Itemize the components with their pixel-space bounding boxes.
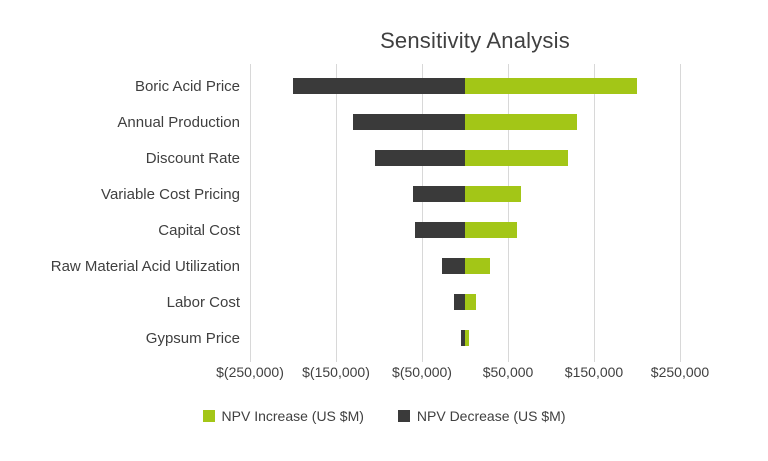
- npv-increase-bar: [465, 78, 637, 94]
- npv-increase-bar: [465, 222, 517, 238]
- npv-increase-bar: [465, 258, 490, 274]
- legend-label: NPV Decrease (US $M): [416, 408, 566, 424]
- axis-row: $(250,000) $(150,000) $(50,000) $50,000 $150…: [0, 364, 768, 382]
- gridline: [422, 64, 423, 362]
- title-row: Sensitivity Analysis: [0, 28, 768, 54]
- chart-title: Sensitivity Analysis: [380, 28, 570, 53]
- npv-decrease-bar: [441, 258, 465, 274]
- plot-area: [250, 64, 681, 362]
- category-label: Labor Cost: [166, 293, 240, 311]
- npv-decrease-bar: [353, 114, 465, 130]
- category-label: Boric Acid Price: [134, 77, 240, 95]
- category-label: Capital Cost: [158, 221, 240, 239]
- npv-decrease-bar: [374, 150, 465, 166]
- category-label: Variable Cost Pricing: [101, 185, 240, 203]
- npv-decrease-bar: [460, 330, 465, 346]
- x-tick-label: $(150,000): [302, 364, 370, 380]
- bar-row: [250, 212, 680, 248]
- chart-body: Boric Acid Price Annual Production Discoun…: [0, 64, 768, 362]
- npv-decrease-bar: [293, 78, 465, 94]
- x-tick-label: $(50,000): [392, 364, 452, 380]
- npv-increase-bar: [465, 186, 521, 202]
- npv-decrease-bar: [413, 186, 465, 202]
- gridline: [336, 64, 337, 362]
- npv-increase-bar: [465, 114, 577, 130]
- bar-row: [250, 320, 680, 356]
- x-axis: $(250,000) $(150,000) $(50,000) $50,000 $150…: [216, 364, 709, 382]
- legend-item: NPV Increase (US $M): [202, 408, 364, 424]
- bar-row: [250, 68, 680, 104]
- bar-row: [250, 104, 680, 140]
- gridline: [680, 64, 681, 362]
- gridline: [250, 64, 251, 362]
- npv-decrease-bar: [453, 294, 465, 310]
- legend-swatch-icon: [397, 410, 410, 422]
- npv-decrease-bar: [415, 222, 465, 238]
- bar-row: [250, 176, 680, 212]
- title-spacer: [0, 28, 260, 54]
- npv-increase-bar: [465, 294, 477, 310]
- category-label: Gypsum Price: [145, 329, 240, 347]
- legend-swatch-icon: [202, 410, 215, 422]
- x-tick-label: $250,000: [650, 364, 710, 380]
- legend: NPV Increase (US $M) NPV Decrease (US $M): [0, 408, 768, 424]
- category-label: Discount Rate: [145, 149, 240, 167]
- bar-row: [250, 248, 680, 284]
- gridline: [508, 64, 509, 362]
- npv-increase-bar: [465, 150, 569, 166]
- category-label: Annual Production: [117, 113, 240, 131]
- bar-row: [250, 284, 680, 320]
- category-label: Raw Material Acid Utilization: [50, 257, 240, 275]
- x-tick-label: $50,000: [482, 364, 534, 380]
- x-tick-label: $150,000: [564, 364, 624, 380]
- axis-spacer: [0, 364, 250, 382]
- npv-increase-bar: [465, 330, 470, 346]
- gridlines: [250, 64, 681, 362]
- x-tick-label: $(250,000): [216, 364, 284, 380]
- category-axis: Boric Acid Price Annual Production Discoun…: [0, 68, 250, 356]
- legend-item: NPV Decrease (US $M): [397, 408, 566, 424]
- gridline: [594, 64, 595, 362]
- legend-label: NPV Increase (US $M): [221, 408, 364, 424]
- bar-row: [250, 140, 680, 176]
